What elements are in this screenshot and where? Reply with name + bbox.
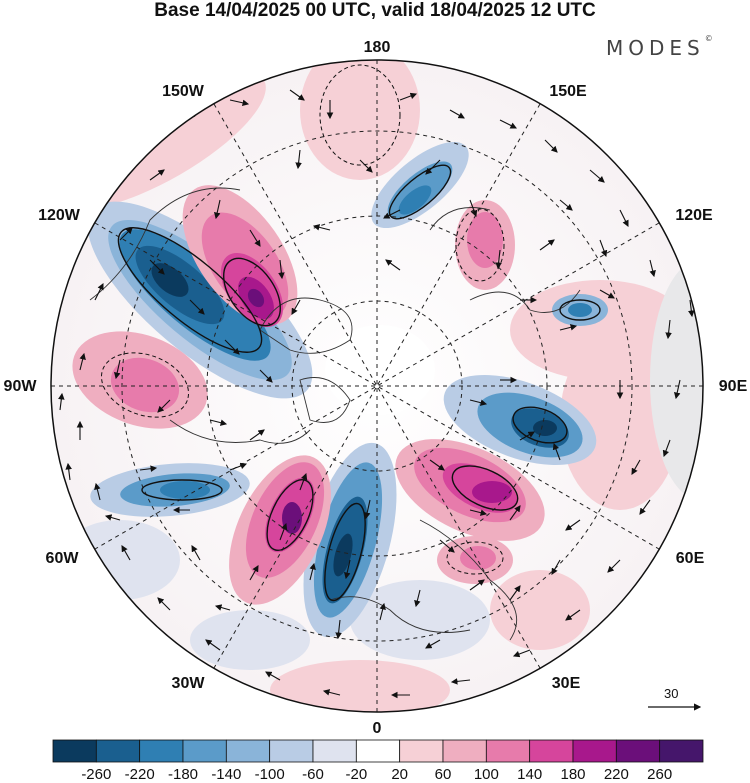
lon-label-90w: 90W xyxy=(4,378,38,395)
colorbar-swatch xyxy=(442,739,487,763)
colorbar-swatch xyxy=(52,739,97,763)
lon-label-120e: 120E xyxy=(675,207,713,224)
colorbar-swatch xyxy=(659,739,704,763)
lon-label-150w: 150W xyxy=(162,83,205,100)
colorbar-swatch xyxy=(269,739,314,763)
colorbar-swatch xyxy=(615,739,661,763)
colorbar-tick-label: -60 xyxy=(302,766,324,783)
colorbar-tick-label: -140 xyxy=(211,766,241,783)
colorbar-tick-label: 60 xyxy=(435,766,452,783)
colorbar-tick-label: 220 xyxy=(604,766,629,783)
lon-label-150e: 150E xyxy=(549,83,587,100)
colorbar-tick-label: 260 xyxy=(647,766,672,783)
colorbar-tick-label: 20 xyxy=(391,766,408,783)
colorbar-tick-label: -180 xyxy=(168,766,198,783)
colorbar-swatch xyxy=(572,739,617,763)
colorbar-tick-label: 180 xyxy=(560,766,585,783)
colorbar-swatch xyxy=(529,739,574,763)
colorbar-tick-label: -20 xyxy=(345,766,367,783)
lon-label-0: 0 xyxy=(373,720,382,737)
modes-logo: MODES© xyxy=(606,34,713,60)
lon-label-120w: 120W xyxy=(38,207,81,224)
colorbar xyxy=(52,739,704,763)
colorbar-tick-label: 140 xyxy=(517,766,542,783)
colorbar-swatch xyxy=(225,739,271,763)
map-boundary xyxy=(50,59,704,713)
coastlines xyxy=(89,187,581,641)
lon-label-60w: 60W xyxy=(46,550,80,567)
colorbar-swatch xyxy=(182,739,227,763)
lon-label-180: 180 xyxy=(364,39,391,56)
colorbar-tick-label: -100 xyxy=(255,766,285,783)
anomaly-field xyxy=(51,60,703,712)
lon-label-90e: 90E xyxy=(719,378,748,395)
lon-label-60e: 60E xyxy=(676,550,705,567)
colorbar-swatch xyxy=(312,739,357,763)
colorbar-swatch xyxy=(355,739,401,763)
map-title: Base 14/04/2025 00 UTC, valid 18/04/2025… xyxy=(154,0,596,21)
colorbar-swatch xyxy=(485,739,531,763)
colorbar-tick-label: -220 xyxy=(125,766,155,783)
contours xyxy=(117,164,601,602)
colorbar-tick-label: -260 xyxy=(81,766,111,783)
colorbar-tick-label: 100 xyxy=(474,766,499,783)
colorbar-swatch xyxy=(139,739,184,763)
colorbar-labels: -260 -220 -180 -140 -100 -60 -20 20 60 100 140 180 2… xyxy=(81,766,672,783)
lon-label-30e: 30E xyxy=(552,675,581,692)
colorbar-swatch xyxy=(95,739,141,763)
wind-vectors xyxy=(58,89,695,699)
colorbar-swatch xyxy=(399,739,444,763)
reference-vector-label: 30 xyxy=(664,686,679,701)
lon-label-30w: 30W xyxy=(172,675,206,692)
negative-contours xyxy=(100,64,505,575)
graticule xyxy=(51,60,703,712)
